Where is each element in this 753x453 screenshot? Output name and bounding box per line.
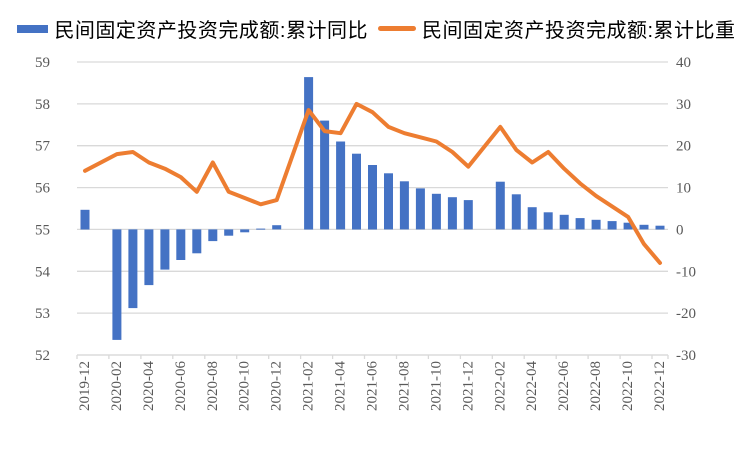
bar-2022-12 — [655, 225, 665, 230]
left-axis-label-55: 55 — [35, 222, 50, 238]
bar-2021-12 — [463, 200, 473, 230]
right-axis-label-40: 40 — [676, 55, 691, 71]
bar-2022-02 — [495, 181, 505, 230]
bar-2022-07 — [575, 218, 585, 230]
left-axis-label-54: 54 — [35, 264, 51, 280]
bar-2020-08 — [208, 229, 218, 242]
bar-2020-11 — [256, 228, 266, 230]
legend-bar-swatch-icon — [17, 24, 49, 33]
bar-2020-10 — [240, 229, 250, 233]
x-tick-label-2021-10: 2021-10 — [428, 361, 444, 411]
x-tick-label-2021-04: 2021-04 — [333, 361, 349, 411]
right-axis-label--20: -20 — [676, 306, 696, 322]
bar-2022-08 — [591, 219, 601, 230]
x-tick-label-2021-02: 2021-02 — [301, 361, 317, 411]
right-axis-label-10: 10 — [676, 181, 691, 197]
bar-2021-08 — [399, 181, 409, 230]
x-tick-label-2020-12: 2020-12 — [269, 361, 285, 411]
bar-2022-11 — [639, 224, 649, 230]
right-axis-label--30: -30 — [676, 348, 696, 364]
legend: 民间固定资产投资完成额:累计同比 民间固定资产投资完成额:累计比重 — [0, 14, 753, 43]
right-axis-label-30: 30 — [676, 97, 691, 113]
x-tick-label-2020-02: 2020-02 — [109, 361, 125, 411]
x-tick-label-2022-04: 2022-04 — [524, 361, 540, 411]
legend-line-swatch-icon — [378, 26, 416, 31]
bar-2022-05 — [543, 212, 553, 230]
bar-2019-12 — [80, 209, 90, 230]
x-tick-label-2022-10: 2022-10 — [620, 361, 636, 411]
bar-2020-12 — [272, 225, 282, 230]
bar-2022-03 — [511, 194, 521, 230]
x-tick-label-2021-12: 2021-12 — [460, 361, 476, 411]
x-tick-label-2020-08: 2020-08 — [205, 361, 221, 411]
x-tick-label-2019-12: 2019-12 — [77, 361, 93, 411]
left-axis-label-59: 59 — [35, 55, 50, 71]
bar-2021-07 — [384, 173, 393, 230]
bar-2021-02 — [304, 77, 314, 230]
share-line — [83, 101, 662, 265]
bar-2020-02 — [112, 229, 122, 340]
x-tick-label-2020-06: 2020-06 — [173, 361, 189, 411]
bar-2021-11 — [447, 197, 457, 230]
bar-2020-03 — [128, 229, 138, 309]
x-tick-label-2021-06: 2021-06 — [365, 361, 381, 411]
bar-2020-09 — [224, 229, 234, 236]
bar-2022-10 — [623, 222, 633, 230]
x-tick-label-2020-04: 2020-04 — [141, 361, 157, 411]
bar-2020-07 — [192, 229, 202, 254]
left-axis-label-52: 52 — [35, 348, 50, 364]
bar-2021-06 — [368, 165, 377, 230]
bar-2021-05 — [352, 153, 361, 230]
bar-2020-04 — [144, 229, 154, 286]
right-axis-label-0: 0 — [676, 222, 684, 238]
bar-2021-03 — [320, 120, 330, 230]
bar-2020-06 — [176, 229, 186, 260]
bar-2021-10 — [431, 193, 441, 230]
x-tick-label-2022-12: 2022-12 — [652, 361, 668, 411]
right-axis-label-20: 20 — [676, 139, 691, 155]
x-tick-label-2021-08: 2021-08 — [396, 361, 412, 411]
left-axis-label-58: 58 — [35, 97, 50, 113]
legend-line-label: 民间固定资产投资完成额:累计比重 — [422, 20, 736, 42]
bar-2022-09 — [607, 221, 617, 230]
x-tick-label-2022-06: 2022-06 — [556, 361, 572, 411]
legend-bar-label: 民间固定资产投资完成额:累计同比 — [54, 20, 368, 42]
bar-2022-04 — [527, 207, 537, 230]
right-axis-label--10: -10 — [676, 264, 696, 280]
left-axis-label-56: 56 — [35, 181, 51, 197]
bar-2021-04 — [336, 141, 346, 230]
x-tick-label-2022-08: 2022-08 — [588, 361, 604, 411]
left-axis-label-53: 53 — [35, 306, 50, 322]
x-tick-label-2020-10: 2020-10 — [237, 361, 253, 411]
bar-2022-06 — [559, 214, 569, 230]
x-tick-label-2022-02: 2022-02 — [492, 361, 508, 411]
left-axis-label-57: 57 — [35, 139, 51, 155]
bar-2021-09 — [415, 188, 425, 230]
bar-2020-05 — [160, 229, 170, 270]
